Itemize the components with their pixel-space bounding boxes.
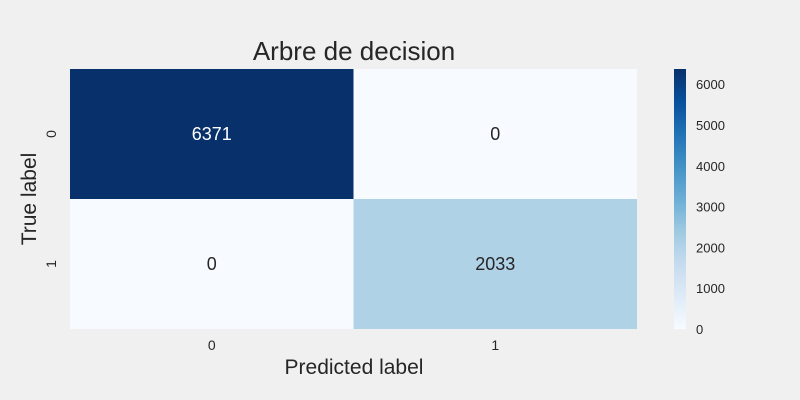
x-axis-label: Predicted label (285, 356, 424, 379)
cell-value-label: 0 (490, 124, 500, 144)
colorbar-tick-label: 5000 (696, 118, 725, 133)
heatmap-cell (353, 69, 637, 199)
heatmap-cells: 6371 0 0 2033 (70, 69, 637, 329)
x-tick-label: 1 (491, 337, 499, 353)
heatmap-cell (70, 69, 354, 199)
cell-value-label: 0 (207, 254, 217, 274)
y-axis-label: True label (18, 153, 41, 246)
heatmap-cell (70, 199, 354, 329)
cell-value-label: 6371 (192, 124, 232, 144)
colorbar-tick-label: 1000 (696, 281, 725, 296)
y-tick-label: 0 (43, 130, 59, 138)
colorbar-tick-label: 4000 (696, 159, 725, 174)
colorbar-tick-label: 3000 (696, 200, 725, 215)
y-tick-label: 1 (43, 260, 59, 268)
colorbar (674, 69, 686, 329)
x-tick-label: 0 (208, 337, 216, 353)
colorbar-tick-labels: 0 1000 2000 3000 4000 5000 6000 (696, 77, 725, 337)
chart-title: Arbre de decision (253, 36, 455, 66)
colorbar-tick-label: 2000 (696, 240, 725, 255)
y-tick-labels: 01 (43, 130, 59, 268)
colorbar-tick-label: 6000 (696, 77, 725, 92)
cell-value-label: 2033 (475, 254, 515, 274)
heatmap-cell (353, 199, 637, 329)
colorbar-tick-label: 0 (696, 322, 703, 337)
